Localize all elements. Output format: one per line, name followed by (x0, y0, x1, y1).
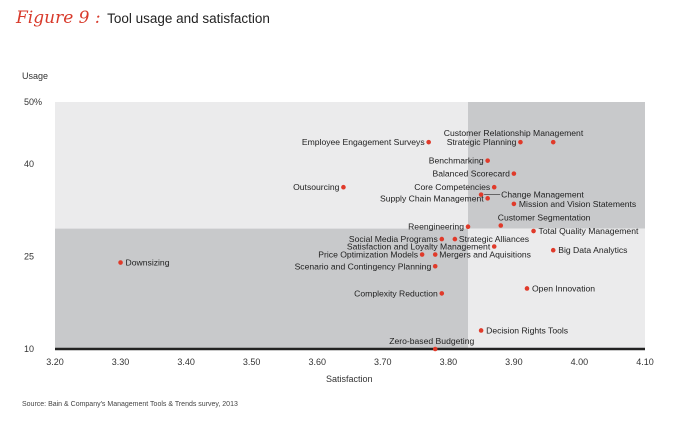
data-point (439, 236, 445, 242)
data-point (478, 192, 484, 197)
data-point (432, 252, 438, 257)
point-label: Big Data Analytics (558, 245, 627, 255)
point-label: Zero-based Budgeting (389, 336, 474, 346)
x-tick-label: 3.50 (243, 357, 261, 367)
data-point (465, 224, 471, 230)
data-point (518, 139, 523, 145)
point-label: Total Quality Management (539, 226, 639, 236)
y-tick-label: 25 (24, 251, 34, 261)
data-point (550, 139, 556, 145)
x-tick-label: 3.80 (440, 357, 458, 367)
data-point (439, 291, 445, 296)
data-point (550, 247, 556, 253)
data-point (478, 328, 484, 333)
figure-number: Figure 9 : (16, 8, 101, 28)
data-point (498, 223, 504, 228)
data-point (452, 236, 458, 242)
y-tick-label: 50% (24, 97, 42, 107)
point-label: Open Innovation (532, 283, 595, 293)
point-label: Supply Chain Management (380, 193, 484, 203)
point-label: Mergers and Aquisitions (439, 250, 531, 260)
data-point (341, 184, 346, 190)
data-point (426, 139, 431, 145)
point-label: Mission and Vision Statements (519, 199, 636, 209)
point-label: Outsourcing (293, 182, 340, 192)
data-point (491, 244, 497, 249)
point-label: Satisfaction and Loyalty Management (347, 241, 491, 251)
quadrant-bottom-right (468, 228, 645, 349)
x-axis-label: Satisfaction (326, 374, 373, 384)
x-tick-label: 4.10 (636, 357, 654, 367)
data-point (511, 201, 517, 207)
point-label: Change Management (501, 190, 584, 200)
point-label: Decision Rights Tools (486, 325, 568, 335)
point-label: Benchmarking (429, 156, 484, 166)
point-label: Strategic Alliances (459, 234, 529, 244)
x-tick-label: 3.30 (112, 357, 130, 367)
data-point (432, 346, 438, 352)
point-label: Complexity Reduction (354, 288, 438, 298)
x-tick-label: 4.00 (571, 357, 589, 367)
y-axis-label: Usage (22, 71, 49, 81)
data-point (485, 196, 490, 201)
point-label: Core Competencies (414, 182, 490, 192)
data-point (432, 263, 438, 269)
data-point (491, 184, 497, 190)
point-label: Social Media Programs (349, 234, 438, 244)
figure-title: Figure 9 : Tool usage and satisfaction (16, 8, 270, 28)
point-label: Balanced Scorecard (432, 169, 510, 179)
quadrant-top-left (55, 102, 468, 229)
point-label: Employee Engagement Surveys (302, 137, 425, 147)
y-tick-label: 10 (24, 344, 34, 354)
data-point (524, 286, 530, 291)
source-note: Source: Bain & Company's Management Tool… (22, 401, 238, 408)
x-tick-label: 3.60 (308, 357, 326, 367)
point-label: Scenario and Contingency Planning (295, 261, 432, 271)
quadrant-bottom-left (55, 228, 468, 349)
figure-title-text: Tool usage and satisfaction (107, 11, 270, 26)
data-point (118, 260, 123, 265)
point-label: Reengineering (408, 222, 464, 232)
point-label: Price Optimization Models (318, 250, 418, 260)
y-tick-label: 40 (24, 159, 34, 169)
point-label: Downsizing (126, 258, 170, 268)
data-point (511, 171, 517, 176)
point-label: Customer Relationship Management (444, 128, 584, 138)
data-point (531, 228, 536, 234)
point-label: Strategic Planning (447, 137, 517, 147)
data-point (419, 252, 425, 257)
point-label: Customer Segmentation (498, 213, 591, 223)
data-point (485, 158, 490, 163)
x-tick-label: 3.20 (46, 357, 64, 367)
x-tick-label: 3.90 (505, 357, 523, 367)
quadrant-top-right (468, 102, 645, 229)
x-tick-label: 3.40 (177, 357, 195, 367)
x-tick-label: 3.70 (374, 357, 392, 367)
